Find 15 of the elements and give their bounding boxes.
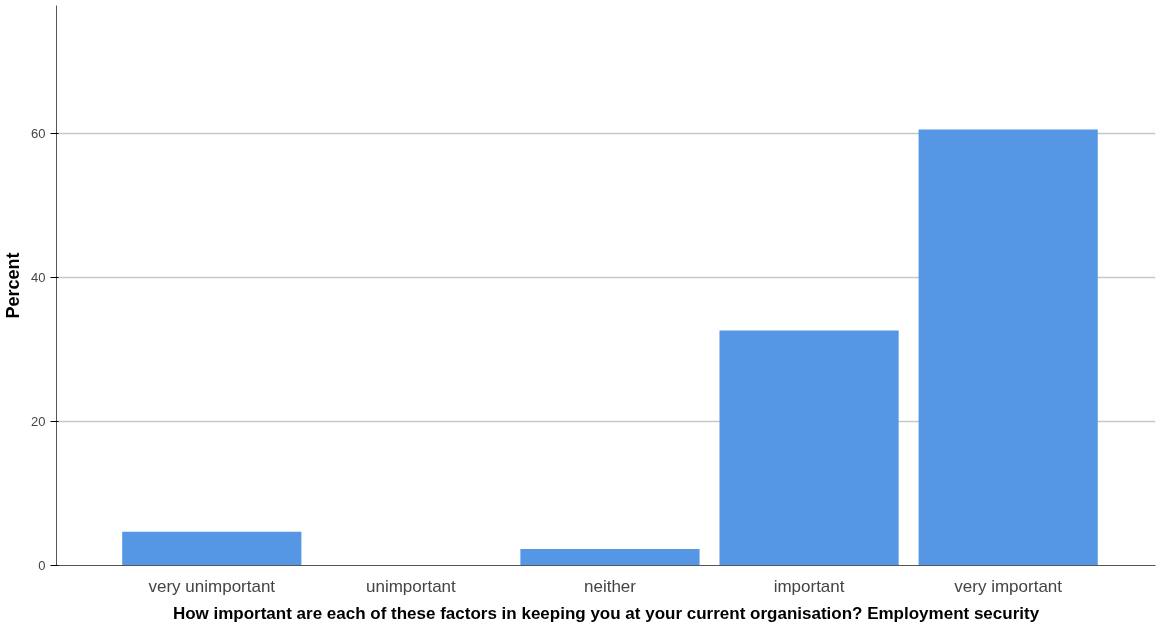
x-tick-label: very unimportant bbox=[148, 576, 276, 596]
y-tick-label: 0 bbox=[38, 558, 46, 573]
y-tick-label: 20 bbox=[31, 413, 46, 429]
x-tick-label: very important bbox=[954, 576, 1063, 596]
bar bbox=[520, 548, 700, 566]
x-tick-label: important bbox=[773, 576, 845, 596]
y-tick-label: 40 bbox=[31, 269, 46, 285]
x-tick-label: neither bbox=[583, 576, 637, 596]
x-tick-label: unimportant bbox=[366, 576, 457, 596]
y-axis-title: Percent bbox=[3, 252, 24, 319]
bar bbox=[719, 330, 899, 566]
bar bbox=[122, 531, 302, 566]
x-axis-title: How important are each of these factors in keeping you at your current organisation? Employment security bbox=[172, 603, 1040, 623]
bar bbox=[918, 129, 1098, 566]
y-tick-label: 60 bbox=[31, 125, 46, 141]
